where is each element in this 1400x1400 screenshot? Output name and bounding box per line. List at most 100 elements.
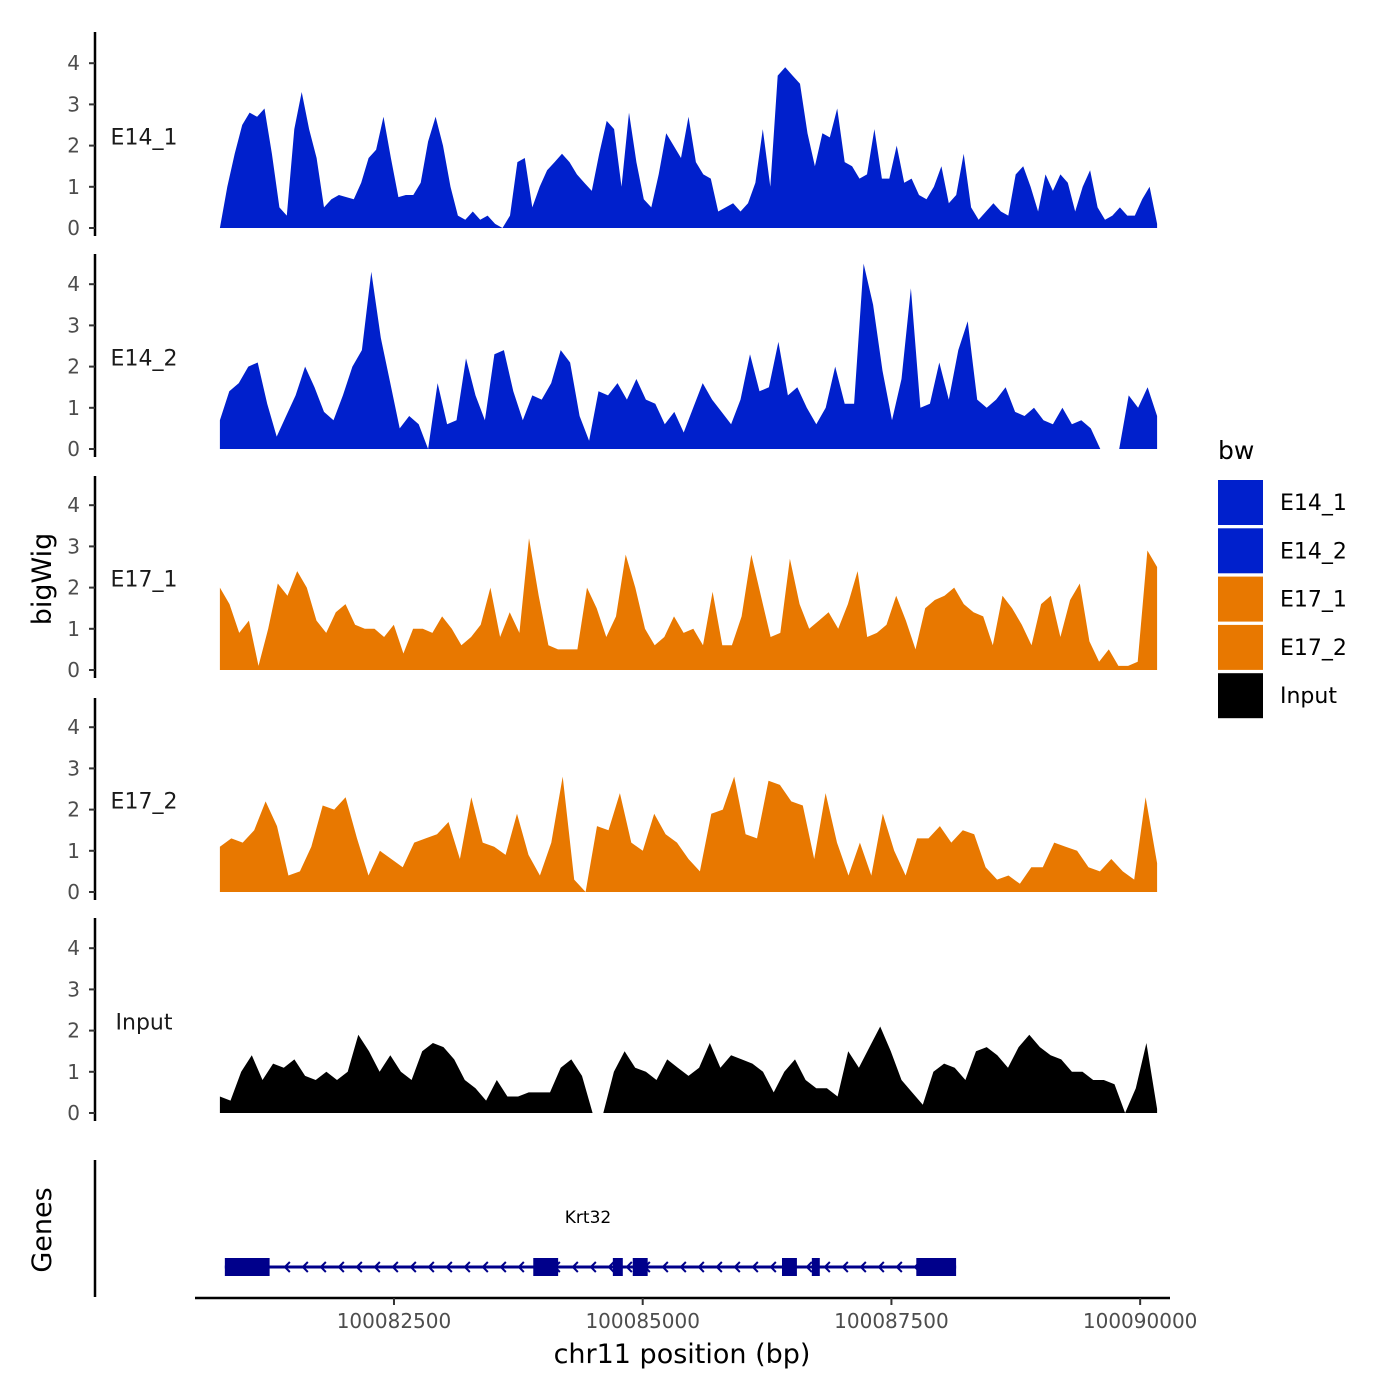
track-Input: 0 1 2 3 4 Input: [67, 918, 1158, 1125]
strand-arrow: [589, 1261, 597, 1273]
legend-item-E17_2: E17_2: [1218, 624, 1347, 670]
area-E14_1: [219, 67, 1158, 228]
strand-arrow: [733, 1261, 741, 1273]
exon: [612, 1258, 623, 1276]
legend-item-E14_1: E14_1: [1218, 480, 1347, 525]
strand-arrow: [409, 1261, 417, 1273]
legend-key: [1218, 480, 1263, 525]
x-axis-title: chr11 position (bp): [554, 1339, 811, 1370]
area-E17_1: [219, 538, 1158, 670]
y-tick-label: 0: [67, 437, 80, 461]
strand-arrow: [391, 1261, 399, 1273]
legend-key: [1218, 673, 1263, 719]
gene-track: Krt32: [93, 1160, 957, 1297]
strand-arrow: [751, 1261, 759, 1273]
strand-arrow: [301, 1261, 309, 1273]
y-tick-label: 2: [67, 798, 80, 822]
track-E17_1: 0 1 2 3 4 E17_1: [67, 476, 1158, 682]
y-tick-label: 2: [67, 355, 80, 379]
y-tick-label: 3: [67, 756, 80, 780]
strand-arrow: [319, 1261, 327, 1273]
strand-arrow: [823, 1261, 831, 1273]
strand-arrow: [859, 1261, 867, 1273]
y-tick-label: 1: [67, 617, 80, 641]
legend-item-E14_2: E14_2: [1218, 528, 1347, 574]
track-label-E14_1: E14_1: [111, 125, 178, 150]
strand-arrow: [895, 1261, 903, 1273]
y-tick-label: 0: [67, 1101, 80, 1125]
strand-arrow: [427, 1261, 435, 1273]
legend-label: E17_1: [1280, 588, 1347, 613]
legend-key: [1218, 624, 1263, 670]
strand-arrow: [463, 1261, 471, 1273]
y-tick-label: 3: [67, 977, 80, 1001]
legend-key: [1218, 576, 1263, 622]
x-tick-label: 100085000: [585, 1309, 700, 1333]
legend-item-Input: Input: [1218, 673, 1337, 719]
track-label-E17_1: E17_1: [111, 567, 178, 592]
exon: [632, 1258, 648, 1276]
y-tick-label: 4: [67, 51, 80, 75]
exon: [781, 1258, 797, 1276]
legend-title: bw: [1218, 436, 1254, 465]
strand-arrow: [661, 1261, 669, 1273]
area-E17_2: [219, 776, 1158, 892]
legend-label: E17_2: [1280, 636, 1347, 661]
strand-arrow: [625, 1261, 633, 1273]
legend-label: Input: [1280, 684, 1337, 709]
track-label-E14_2: E14_2: [111, 346, 178, 371]
track-E14_1: 0 1 2 3 4 E14_1: [67, 32, 1158, 240]
strand-arrow: [877, 1261, 885, 1273]
exon: [811, 1258, 820, 1276]
y-tick-label: 3: [67, 534, 80, 558]
y-tick-label: 0: [67, 216, 80, 240]
x-tick-label: 100087500: [834, 1309, 949, 1333]
y-tick-label: 0: [67, 658, 80, 682]
strand-arrow: [769, 1261, 777, 1273]
legend-label: E14_2: [1280, 539, 1347, 564]
strand-arrow: [715, 1261, 723, 1273]
exon: [533, 1258, 559, 1276]
y-tick-label: 2: [67, 1019, 80, 1043]
strand-arrow: [499, 1261, 507, 1273]
y-tick-label: 0: [67, 880, 80, 904]
y-tick-label: 4: [67, 936, 80, 960]
track-E17_2: 0 1 2 3 4 E17_2: [67, 698, 1158, 904]
y-axis-title: bigWig: [27, 533, 58, 626]
track-label-E17_2: E17_2: [111, 789, 178, 814]
legend: bw E14_1 E14_2 E17_1 E17_2 Input: [1218, 436, 1347, 719]
track-E14_2: 0 1 2 3 4 E14_2: [67, 254, 1158, 461]
y-tick-label: 1: [67, 175, 80, 199]
gene-label: Krt32: [565, 1208, 611, 1228]
y-tick-label: 1: [67, 839, 80, 863]
area-Input: [219, 1026, 1158, 1113]
strand-arrow: [571, 1261, 579, 1273]
exon: [916, 1258, 957, 1276]
exon: [224, 1258, 270, 1276]
y-tick-label: 2: [67, 134, 80, 158]
y-tick-label: 2: [67, 576, 80, 600]
y-tick-label: 4: [67, 272, 80, 296]
y-tick-label: 1: [67, 1060, 80, 1084]
track-label-Input: Input: [116, 1010, 173, 1035]
strand-arrow: [679, 1261, 687, 1273]
strand-arrow: [481, 1261, 489, 1273]
strand-arrow: [337, 1261, 345, 1273]
strand-arrow: [697, 1261, 705, 1273]
y-tick-label: 1: [67, 396, 80, 420]
area-E14_2: [219, 263, 1158, 449]
y-tick-label: 3: [67, 313, 80, 337]
x-tick-label: 100082500: [337, 1309, 452, 1333]
x-axis: 100082500 100085000 100087500 100090000: [195, 1296, 1198, 1333]
x-tick-label: 100090000: [1083, 1309, 1198, 1333]
strand-arrow: [355, 1261, 363, 1273]
track-panels: 0 1 2 3 4 E14_1 0 1 2 3 4 E14_2 0 1 2 3 4 E17_1 0 1 2 3 4 E17_2…: [67, 32, 1158, 1125]
strand-arrow: [607, 1261, 615, 1273]
y-tick-label: 4: [67, 493, 80, 517]
strand-arrow: [841, 1261, 849, 1273]
legend-label: E14_1: [1280, 491, 1347, 516]
legend-item-E17_1: E17_1: [1218, 576, 1347, 622]
genes-axis-title: Genes: [27, 1187, 58, 1272]
strand-arrow: [445, 1261, 453, 1273]
